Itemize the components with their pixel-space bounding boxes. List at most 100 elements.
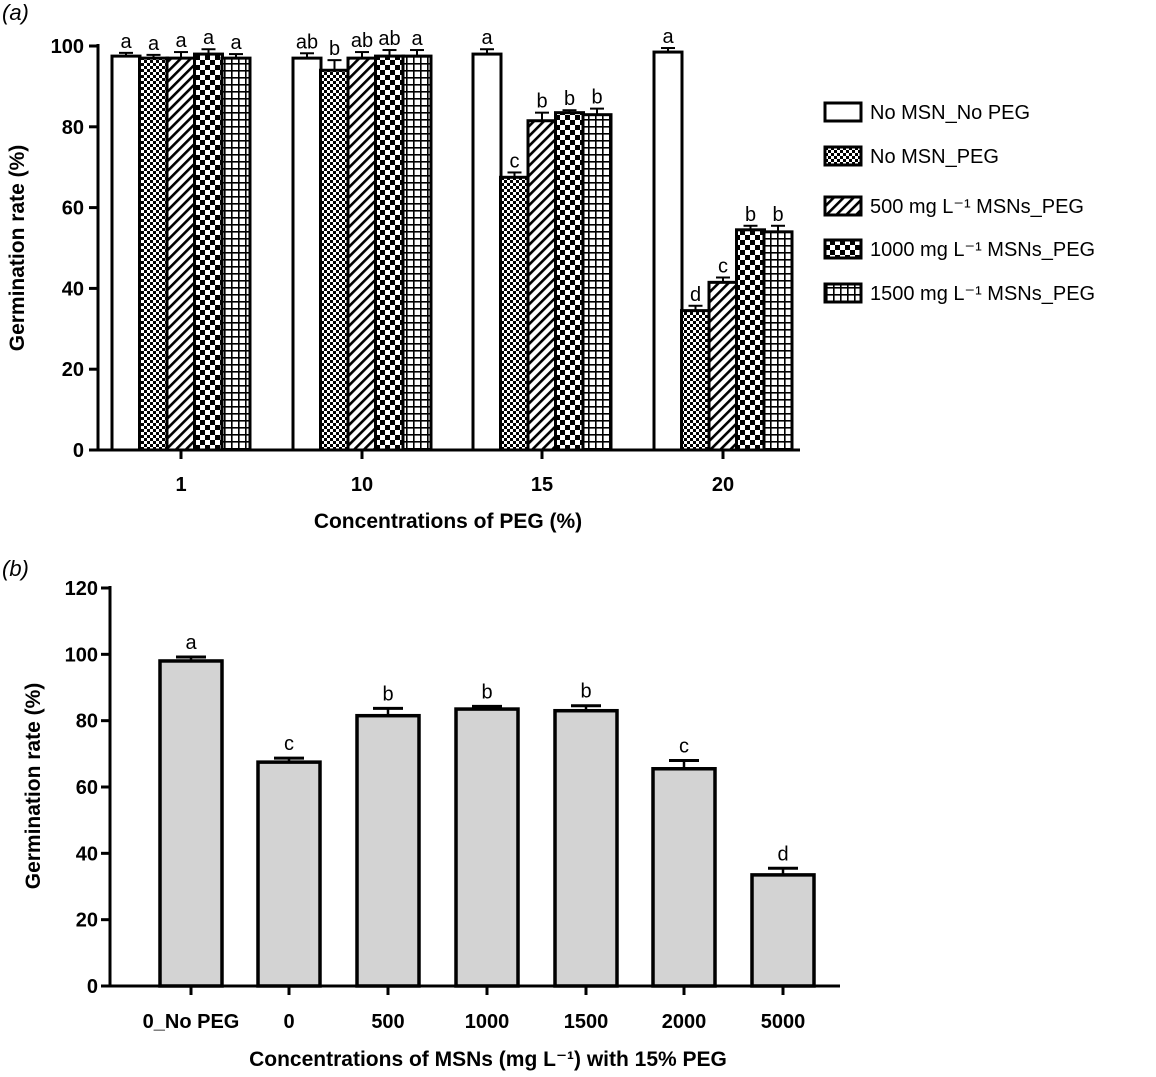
bar [160, 661, 222, 986]
bar [222, 58, 250, 450]
bar [752, 875, 814, 986]
significance-label: b [481, 681, 492, 703]
legend-swatch [825, 147, 861, 165]
y-tick-label: 100 [51, 36, 84, 58]
y-tick-label: 20 [62, 359, 84, 381]
legend-label: 1000 mg L⁻¹ MSNs_PEG [870, 239, 1095, 261]
significance-label: a [148, 33, 160, 55]
significance-label: ab [351, 30, 373, 52]
significance-label: a [120, 31, 132, 53]
panel-a-label: (a) [2, 0, 29, 25]
panel-a: (a) aabaaabcdaabbcaabbbaabb 020406080100… [2, 0, 1095, 533]
significance-label: a [185, 632, 197, 654]
y-tick-label: 20 [76, 910, 98, 932]
significance-label: b [564, 88, 575, 110]
panel-a-legend: No MSN_No PEG No MSN_PEG 500 mg L⁻¹ MSNs_P… [825, 102, 1095, 305]
significance-label: a [481, 27, 493, 49]
panel-a-y-axis-title: Germination rate (%) [6, 145, 29, 352]
significance-label: b [772, 204, 783, 226]
bar [653, 769, 715, 986]
x-tick-label: 1500 [564, 1011, 609, 1033]
significance-label: a [662, 26, 674, 48]
significance-label: b [591, 87, 602, 109]
bar [348, 58, 376, 450]
bar [473, 54, 501, 450]
panel-b-label: (b) [2, 556, 29, 581]
legend-label: No MSN_PEG [870, 146, 999, 168]
bar [682, 311, 710, 450]
legend-swatch [825, 240, 861, 258]
panel-b-x-axis-title: Concentrations of MSNs (mg L⁻¹) with 15%… [249, 1048, 727, 1071]
y-tick-label: 60 [62, 198, 84, 220]
significance-label: ab [296, 31, 318, 53]
bar [112, 56, 140, 450]
significance-label: a [203, 27, 215, 49]
bar [501, 177, 529, 450]
y-tick-label: 40 [76, 843, 98, 865]
legend-label: 500 mg L⁻¹ MSNs_PEG [870, 196, 1084, 218]
x-tick-label: 1 [175, 474, 186, 496]
significance-label: d [690, 284, 701, 306]
bar [195, 54, 223, 450]
x-tick-label: 5000 [761, 1011, 806, 1033]
x-tick-label: 0 [283, 1011, 294, 1033]
legend-label: 1500 mg L⁻¹ MSNs_PEG [870, 283, 1095, 305]
bar [764, 232, 792, 450]
bar [357, 716, 419, 986]
y-tick-label: 100 [65, 644, 98, 666]
bar [321, 70, 349, 450]
y-tick-label: 0 [73, 440, 84, 462]
bar [376, 56, 404, 450]
bar [654, 52, 682, 450]
significance-label: b [329, 38, 340, 60]
significance-label: c [284, 733, 294, 755]
y-tick-label: 0 [87, 976, 98, 998]
bar [167, 58, 195, 450]
y-tick-label: 80 [76, 711, 98, 733]
panel-b-y-axis-title: Germination rate (%) [22, 683, 45, 890]
significance-label: a [175, 30, 187, 52]
bar [583, 115, 611, 450]
y-tick-label: 120 [65, 578, 98, 600]
legend-swatch [825, 284, 861, 302]
bar [709, 282, 737, 450]
panel-a-x-axis-title: Concentrations of PEG (%) [314, 510, 582, 533]
panel-a-bars: aabaaabcdaabbcaabbbaabb [112, 26, 792, 450]
y-tick-label: 40 [62, 278, 84, 300]
x-tick-label: 15 [531, 474, 553, 496]
significance-label: ab [378, 28, 400, 50]
significance-label: b [745, 204, 756, 226]
legend-label: No MSN_No PEG [870, 102, 1030, 124]
bar [140, 58, 168, 450]
x-tick-label: 2000 [662, 1011, 707, 1033]
significance-label: d [777, 843, 788, 865]
bar [555, 711, 617, 986]
x-tick-label: 10 [351, 474, 373, 496]
legend-swatch [825, 197, 861, 215]
significance-label: b [382, 683, 393, 705]
panel-b: (b) acbbbcd 0204060801001200_No PEG05001… [2, 556, 840, 1071]
x-tick-label: 500 [371, 1011, 404, 1033]
panel-b-bars: a c b b b c d [160, 632, 814, 986]
significance-label: a [230, 32, 242, 54]
significance-label: c [510, 150, 520, 172]
significance-label: c [679, 735, 689, 757]
significance-label: b [536, 91, 547, 113]
significance-label: c [718, 255, 728, 277]
bar [456, 709, 518, 986]
x-tick-label: 0_No PEG [143, 1011, 240, 1033]
significance-label: a [411, 28, 423, 50]
significance-label: b [580, 681, 591, 703]
bar [528, 121, 556, 450]
bar [258, 762, 320, 986]
panel-b-x-axis-title-text: Concentrations of MSNs (mg L⁻¹) with 15%… [249, 1048, 727, 1071]
legend-swatch [825, 103, 861, 121]
x-tick-label: 20 [712, 474, 734, 496]
y-tick-label: 80 [62, 117, 84, 139]
figure: (a) aabaaabcdaabbcaabbbaabb 020406080100… [0, 0, 1156, 1077]
bar [556, 113, 584, 450]
x-tick-label: 1000 [465, 1011, 510, 1033]
bar [403, 56, 431, 450]
bar [293, 58, 321, 450]
bar [737, 230, 765, 450]
